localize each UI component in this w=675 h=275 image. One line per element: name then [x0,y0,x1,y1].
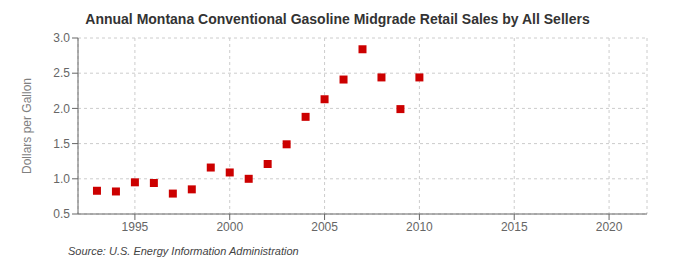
svg-text:1.5: 1.5 [53,137,70,151]
svg-text:2005: 2005 [311,220,338,234]
svg-text:2015: 2015 [501,220,528,234]
svg-text:2020: 2020 [596,220,623,234]
svg-text:2010: 2010 [406,220,433,234]
svg-text:1995: 1995 [122,220,149,234]
svg-text:Dollars per Gallon: Dollars per Gallon [20,78,34,174]
svg-text:3.0: 3.0 [53,31,70,45]
svg-text:2000: 2000 [216,220,243,234]
svg-text:0.5: 0.5 [53,207,70,221]
html-text:Annual Montana Conventional Ga: Annual Montana Conventional Gasoline Mid… [85,11,590,27]
svg-text:2.5: 2.5 [53,66,70,80]
svg-text:1.0: 1.0 [53,172,70,186]
html-text:Source: U.S. Energy Informatio: Source: U.S. Energy Information Administ… [68,245,299,257]
svg-text:2.0: 2.0 [53,102,70,116]
